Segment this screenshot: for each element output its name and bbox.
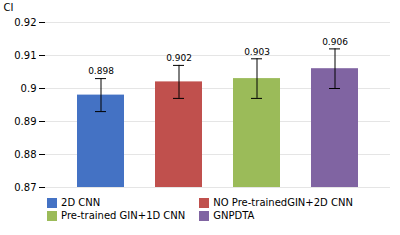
svg-text:0.87: 0.87 [14, 182, 36, 193]
svg-text:CI: CI [4, 2, 14, 13]
html-text:Pre-trained GIN+1D CNN: Pre-trained GIN+1D CNN [61, 210, 186, 221]
svg-text:0.92: 0.92 [14, 17, 36, 28]
svg-text:0.9: 0.9 [21, 83, 37, 94]
svg-text:0.898: 0.898 [88, 66, 114, 76]
html-text:GNPDTA: GNPDTA [213, 210, 255, 221]
svg-text:0.906: 0.906 [322, 37, 348, 47]
html-text:2D CNN: 2D CNN [61, 197, 101, 208]
svg-text:0.91: 0.91 [14, 50, 36, 61]
svg-text:0.903: 0.903 [244, 47, 270, 57]
html-text:NO Pre-trainedGIN+2D CNN: NO Pre-trainedGIN+2D CNN [213, 197, 353, 208]
svg-text:0.902: 0.902 [166, 53, 192, 63]
svg-text:0.88: 0.88 [14, 149, 36, 160]
svg-text:0.89: 0.89 [14, 116, 36, 127]
